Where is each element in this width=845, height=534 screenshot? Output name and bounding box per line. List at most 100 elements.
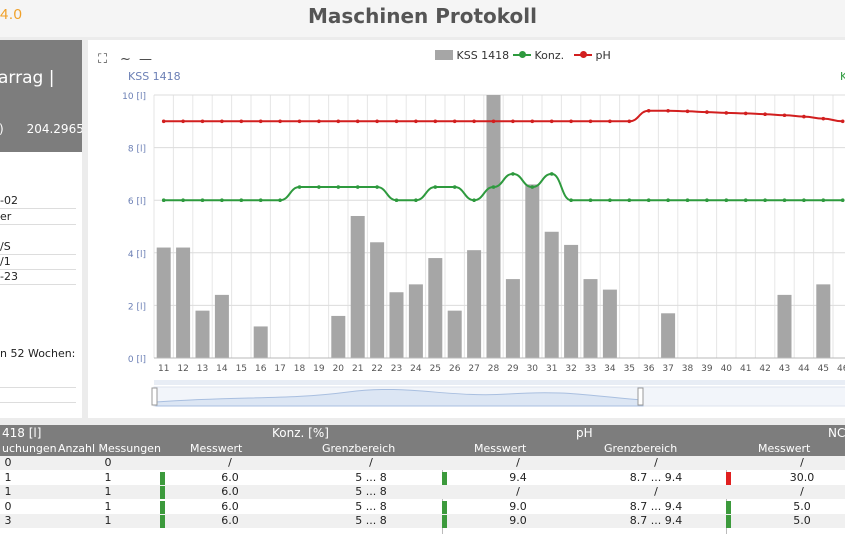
point-konz-29[interactable]: [511, 172, 515, 176]
bar-28[interactable]: [486, 95, 501, 358]
point-ph-33[interactable]: [588, 119, 593, 124]
point-konz-38[interactable]: [685, 198, 690, 202]
point-konz-20[interactable]: [336, 185, 341, 189]
range-navigator[interactable]: [151, 380, 845, 407]
point-konz-34[interactable]: [608, 198, 612, 202]
point-konz-15[interactable]: [239, 198, 244, 202]
point-konz-43[interactable]: [782, 198, 787, 202]
point-konz-35[interactable]: [627, 198, 632, 202]
point-ph-18[interactable]: [297, 119, 302, 124]
bar-32[interactable]: [564, 244, 579, 358]
point-ph-34[interactable]: [608, 119, 612, 124]
point-ph-37[interactable]: [666, 108, 670, 113]
bar-37[interactable]: [661, 313, 676, 358]
point-konz-37[interactable]: [666, 198, 670, 202]
point-ph-36[interactable]: [646, 108, 651, 113]
point-ph-30[interactable]: [530, 119, 535, 124]
bar-11[interactable]: [156, 247, 171, 358]
bar-12[interactable]: [176, 247, 191, 358]
point-konz-12[interactable]: [181, 198, 185, 202]
point-ph-20[interactable]: [336, 119, 341, 124]
point-konz-45[interactable]: [821, 198, 826, 202]
legend-item-ph[interactable]: pH: [574, 49, 611, 62]
table-row[interactable]: 1 1 6.0 5 ... 8 / / /: [0, 485, 845, 499]
point-konz-41[interactable]: [743, 198, 748, 202]
point-konz-18[interactable]: [297, 185, 302, 189]
bar-29[interactable]: [505, 279, 520, 358]
bar-43[interactable]: [777, 294, 792, 358]
bar-14[interactable]: [214, 294, 229, 358]
point-ph-14[interactable]: [220, 119, 224, 124]
point-konz-17[interactable]: [278, 198, 282, 202]
point-konz-27[interactable]: [472, 198, 476, 202]
point-konz-46[interactable]: [840, 198, 845, 202]
point-konz-32[interactable]: [569, 198, 573, 202]
bar-13[interactable]: [195, 310, 210, 358]
point-konz-16[interactable]: [258, 198, 263, 202]
point-ph-13[interactable]: [200, 119, 205, 124]
bar-25[interactable]: [428, 258, 443, 358]
bar-22[interactable]: [370, 242, 385, 358]
point-konz-22[interactable]: [375, 185, 379, 189]
point-ph-27[interactable]: [472, 119, 476, 124]
line-chart-icon[interactable]: ~: [120, 52, 131, 67]
point-ph-45[interactable]: [821, 116, 826, 121]
point-konz-25[interactable]: [433, 185, 438, 189]
point-ph-39[interactable]: [705, 110, 709, 114]
point-ph-12[interactable]: [181, 119, 185, 124]
point-ph-28[interactable]: [491, 119, 496, 124]
point-ph-26[interactable]: [452, 119, 457, 124]
legend-item-konz[interactable]: Konz.: [513, 49, 564, 62]
point-ph-24[interactable]: [414, 119, 418, 124]
point-konz-19[interactable]: [317, 185, 321, 189]
bar-27[interactable]: [467, 250, 482, 358]
point-ph-44[interactable]: [802, 114, 806, 119]
point-ph-46[interactable]: [840, 119, 845, 124]
legend-item-kss[interactable]: KSS 1418: [435, 49, 509, 62]
bar-30[interactable]: [525, 184, 540, 358]
point-konz-11[interactable]: [161, 198, 166, 202]
table-row[interactable]: 1 1 6.0 5 ... 8 9.4 8.7 ... 9.4 30.0: [0, 471, 845, 485]
bar-21[interactable]: [350, 215, 365, 358]
bar-23[interactable]: [389, 292, 404, 358]
point-konz-28[interactable]: [491, 185, 496, 189]
point-ph-19[interactable]: [317, 119, 321, 124]
bar-26[interactable]: [447, 310, 462, 358]
navigator-scrollbar[interactable]: [154, 380, 845, 385]
point-ph-23[interactable]: [394, 119, 399, 124]
point-konz-44[interactable]: [802, 198, 806, 202]
fullscreen-icon[interactable]: ⛶: [98, 52, 108, 67]
point-konz-14[interactable]: [220, 198, 224, 202]
bar-31[interactable]: [544, 231, 559, 358]
point-ph-43[interactable]: [782, 113, 787, 118]
point-ph-25[interactable]: [433, 119, 438, 124]
table-row[interactable]: 3 1 6.0 5 ... 8 9.0 8.7 ... 9.4 5.0: [0, 514, 845, 528]
bar-34[interactable]: [602, 289, 617, 358]
point-konz-42[interactable]: [763, 198, 767, 202]
point-ph-32[interactable]: [569, 119, 573, 124]
point-konz-23[interactable]: [394, 198, 399, 202]
bar-20[interactable]: [331, 315, 346, 358]
point-konz-30[interactable]: [530, 185, 535, 189]
point-konz-36[interactable]: [646, 198, 651, 202]
bar-45[interactable]: [816, 284, 831, 358]
point-ph-15[interactable]: [239, 119, 244, 124]
dash-icon[interactable]: —: [139, 52, 152, 67]
point-konz-31[interactable]: [549, 172, 554, 176]
bar-16[interactable]: [253, 326, 268, 358]
point-ph-11[interactable]: [161, 119, 166, 124]
point-ph-38[interactable]: [685, 109, 690, 114]
point-konz-26[interactable]: [452, 185, 457, 189]
point-ph-35[interactable]: [627, 119, 632, 124]
point-ph-31[interactable]: [549, 119, 554, 124]
point-konz-21[interactable]: [355, 185, 360, 189]
bar-24[interactable]: [408, 284, 423, 358]
point-ph-21[interactable]: [355, 119, 360, 124]
point-ph-17[interactable]: [278, 119, 282, 124]
table-row[interactable]: 0 1 6.0 5 ... 8 9.0 8.7 ... 9.4 5.0: [0, 500, 845, 514]
point-konz-33[interactable]: [588, 198, 593, 202]
point-ph-22[interactable]: [375, 119, 379, 124]
point-ph-41[interactable]: [743, 111, 748, 116]
point-konz-13[interactable]: [200, 198, 205, 202]
point-ph-29[interactable]: [511, 119, 515, 124]
